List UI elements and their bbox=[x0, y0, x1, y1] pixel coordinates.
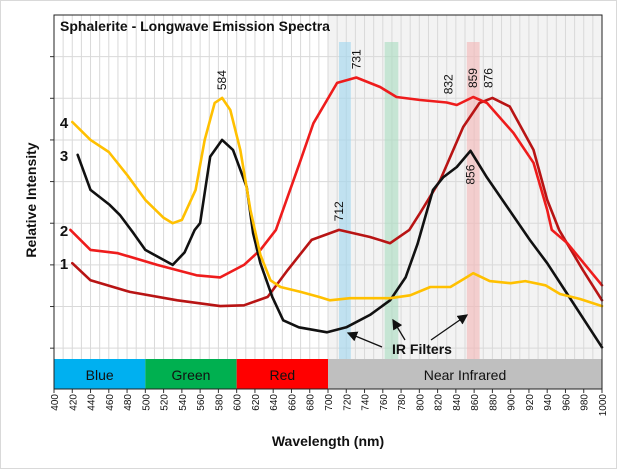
curve-label: 3 bbox=[60, 148, 68, 165]
x-tick-label: 920 bbox=[525, 394, 536, 411]
x-tick-label: 620 bbox=[251, 394, 262, 411]
annotation-text: IR Filters bbox=[392, 341, 452, 357]
peak-label: 712 bbox=[332, 201, 346, 221]
spectrum-band-label: Blue bbox=[86, 367, 114, 383]
x-tick-label: 780 bbox=[397, 394, 408, 411]
ir-filters-annotation: IR Filters bbox=[346, 314, 469, 357]
x-tick-label: 980 bbox=[580, 394, 591, 411]
peak-label: 731 bbox=[349, 49, 363, 69]
x-tick-label: 660 bbox=[287, 394, 298, 411]
x-tick-label: 500 bbox=[141, 394, 152, 411]
peak-label: 859 bbox=[466, 68, 480, 88]
spectrum-band-green bbox=[145, 359, 237, 389]
x-tick-label: 880 bbox=[488, 394, 499, 411]
x-tick-label: 520 bbox=[160, 394, 171, 411]
x-tick-label: 820 bbox=[434, 394, 445, 411]
x-tick-label: 700 bbox=[324, 394, 335, 411]
x-tick-label: 540 bbox=[178, 394, 189, 411]
x-tick-label: 720 bbox=[342, 394, 353, 411]
x-tick-label: 420 bbox=[68, 394, 79, 411]
x-tick-label: 1000 bbox=[598, 394, 609, 417]
x-tick-label: 560 bbox=[196, 394, 207, 411]
spectrum-band-label: Near Infrared bbox=[424, 367, 506, 383]
curve-label: 1 bbox=[60, 256, 68, 273]
series-line-4 bbox=[71, 96, 604, 308]
spectrum-band-near-infrared bbox=[328, 359, 602, 389]
chart-title: Sphalerite - Longwave Emission Spectra bbox=[60, 18, 330, 34]
spectrum-band-label: Red bbox=[269, 367, 295, 383]
x-tick-label: 680 bbox=[306, 394, 317, 411]
x-tick-label: 480 bbox=[123, 394, 134, 411]
x-tick-label: 600 bbox=[233, 394, 244, 411]
spectrum-band-label: Green bbox=[172, 367, 211, 383]
x-tick-label: 840 bbox=[452, 394, 463, 411]
x-tick-label: 900 bbox=[507, 394, 518, 411]
y-axis-label: Relative Intensity bbox=[23, 142, 39, 257]
peak-label: 876 bbox=[482, 68, 496, 88]
x-tick-label: 940 bbox=[543, 394, 554, 411]
x-tick-label: 960 bbox=[561, 394, 572, 411]
series-line-3 bbox=[76, 138, 604, 349]
curve-label: 2 bbox=[60, 223, 68, 240]
curve-label: 4 bbox=[60, 115, 69, 132]
series-line-1 bbox=[71, 96, 604, 308]
peak-label: 832 bbox=[442, 74, 456, 94]
x-tick-label: 760 bbox=[379, 394, 390, 411]
ir-filter-band bbox=[338, 42, 351, 389]
x-tick-label: 400 bbox=[50, 394, 61, 411]
x-tick-label: 740 bbox=[361, 394, 372, 411]
peak-label: 856 bbox=[463, 164, 477, 184]
annotation-arrow bbox=[346, 331, 383, 348]
spectrum-band-blue bbox=[54, 359, 146, 389]
ir-filter-band bbox=[466, 42, 480, 389]
spectrum-band-red bbox=[236, 359, 328, 389]
x-tick-label: 460 bbox=[105, 394, 116, 411]
series-line-2 bbox=[69, 76, 604, 287]
annotation-arrow bbox=[430, 314, 469, 341]
x-axis-label: Wavelength (nm) bbox=[272, 433, 384, 449]
annotation-arrow bbox=[392, 318, 406, 341]
x-tick-label: 800 bbox=[415, 394, 426, 411]
plot-border bbox=[53, 14, 603, 390]
x-tick-label: 860 bbox=[470, 394, 481, 411]
x-tick-label: 580 bbox=[214, 394, 225, 411]
x-tick-label: 440 bbox=[87, 394, 98, 411]
x-tick-label: 640 bbox=[269, 394, 280, 411]
peak-label: 584 bbox=[215, 70, 229, 90]
